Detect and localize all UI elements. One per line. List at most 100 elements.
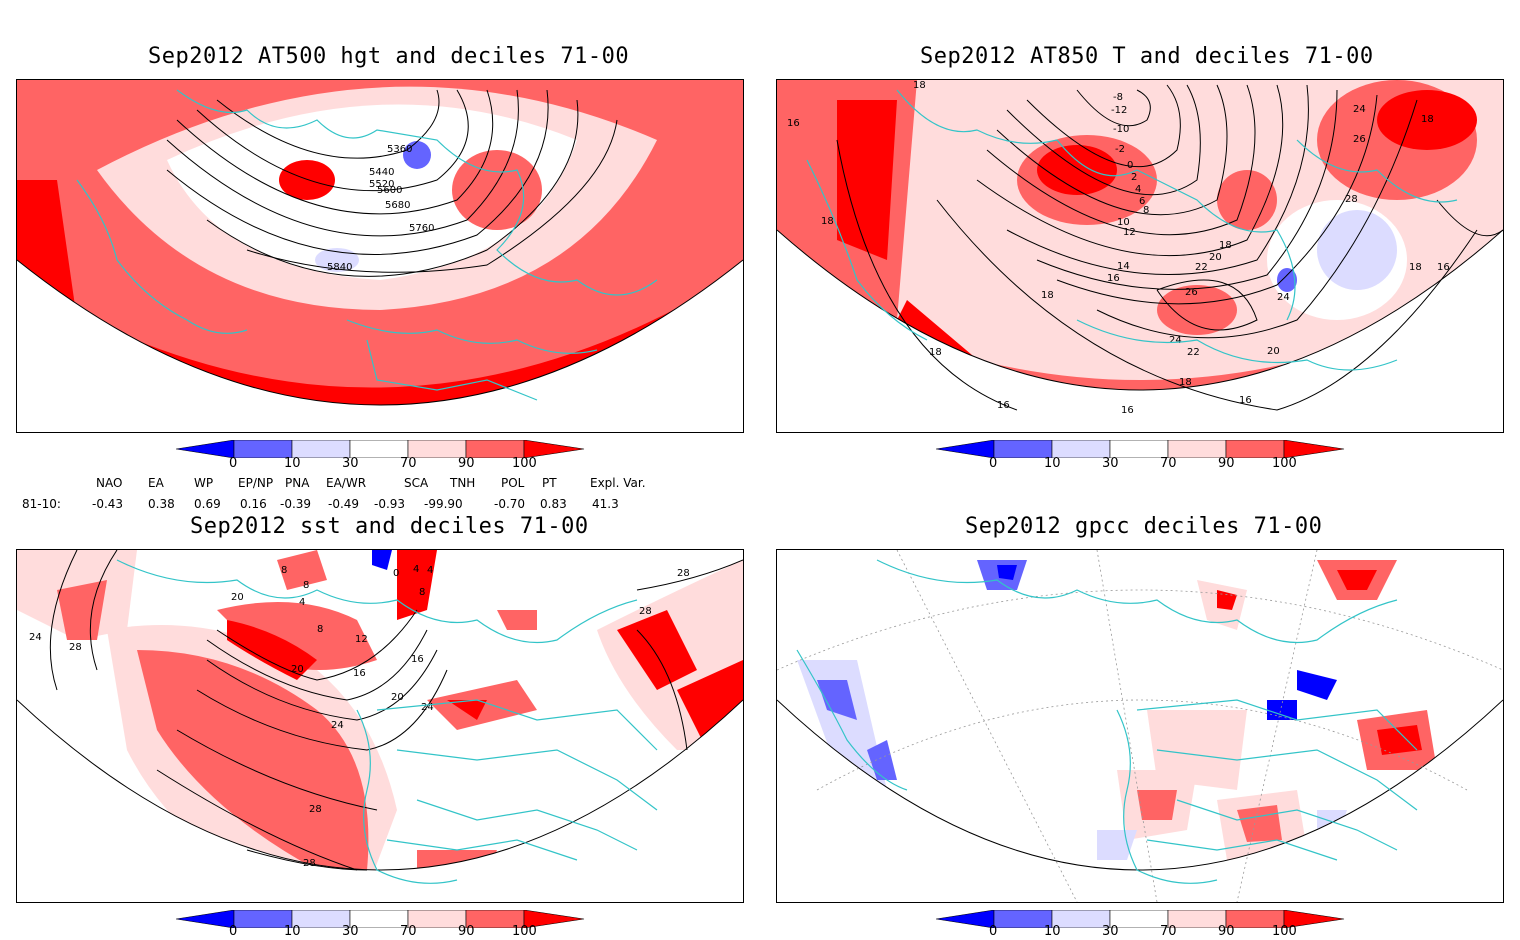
cb1-tick-90: 90	[458, 456, 475, 471]
idx-val-ea: 0.38	[148, 497, 175, 511]
p2-label-24a: 24	[1353, 104, 1366, 115]
idx-val-pna: -0.39	[280, 497, 312, 511]
idx-header-epnp: EP/NP	[238, 476, 274, 490]
cb1-tick-30: 30	[342, 456, 359, 471]
cb4-tick-100: 100	[1272, 924, 1297, 939]
panel1-map: 5360 5440 5520 5600 5680 5760 5840	[16, 79, 744, 433]
p3-label-8c: 8	[317, 624, 323, 635]
p1-label-5840: 5840	[327, 262, 352, 273]
panel2-map: 18 16 -8 -12 -10 -2 0 2 4 6 8 10 12 14 1…	[776, 79, 1504, 433]
p3-label-8d: 8	[303, 580, 309, 591]
p2-label-14: 14	[1117, 261, 1130, 272]
p2-label-20b: 20	[1267, 346, 1280, 357]
colorbar-top-right	[935, 439, 1346, 459]
idx-header-eawr: EA/WR	[326, 476, 367, 490]
p3-label-24c: 24	[421, 702, 434, 713]
p2-label-neg2: -2	[1115, 144, 1125, 155]
panel4-title: Sep2012 gpcc deciles 71-00	[965, 514, 1323, 539]
p3-label-20b: 20	[291, 664, 304, 675]
p2-label-neg8: -8	[1113, 92, 1123, 103]
colorbar-bottom-right	[935, 909, 1346, 929]
cb4-tick-30: 30	[1102, 924, 1119, 939]
idx-header-tnh: TNH	[450, 476, 476, 490]
p3-label-28a: 28	[69, 642, 82, 653]
cb2-tick-70: 70	[1160, 456, 1177, 471]
p2-label-18c: 18	[821, 216, 834, 227]
p1-label-5600: 5600	[377, 185, 402, 196]
idx-val-nao: -0.43	[92, 497, 124, 511]
idx-header-ea: EA	[148, 476, 164, 490]
idx-val-pol: -0.70	[494, 497, 526, 511]
p3-label-4a: 4	[299, 597, 305, 608]
cb2-tick-90: 90	[1218, 456, 1235, 471]
idx-header-explvar: Expl. Var.	[590, 476, 646, 490]
cb1-tick-0: 0	[229, 456, 238, 471]
panel1-svg: 5360 5440 5520 5600 5680 5760 5840	[17, 80, 743, 406]
cb4-tick-90: 90	[1218, 924, 1235, 939]
p2-label-6: 6	[1139, 196, 1145, 207]
panel4-map	[776, 549, 1504, 903]
idx-val-eawr: -0.49	[328, 497, 360, 511]
colorbar-bottom-right-svg	[935, 909, 1345, 929]
idx-header-pt: PT	[542, 476, 557, 490]
idx-val-epnp: 0.16	[240, 497, 267, 511]
cb3-tick-10: 10	[284, 924, 301, 939]
p3-label-24a: 24	[29, 632, 42, 643]
panel3-svg: 24 28 20 4 8 0 4 8 8 12 16 20 16 20 24 2…	[17, 550, 743, 884]
cb4-tick-70: 70	[1160, 924, 1177, 939]
p3-label-24b: 24	[331, 720, 344, 731]
p2-label-2: 2	[1131, 172, 1137, 183]
idx-header-sca: SCA	[404, 476, 429, 490]
p2-label-neg10: -10	[1113, 124, 1129, 135]
p2-label-12: 12	[1123, 227, 1136, 238]
idx-header-nao: NAO	[96, 476, 123, 490]
p2-label-18h: 18	[1409, 262, 1422, 273]
p3-label-0: 0	[393, 568, 399, 579]
p3-label-4b: 4	[413, 564, 419, 575]
cb3-tick-70: 70	[400, 924, 417, 939]
idx-val-wp: 0.69	[194, 497, 221, 511]
p3-label-12: 12	[355, 634, 368, 645]
p2-label-28: 28	[1345, 194, 1358, 205]
panel2-title: Sep2012 AT850 T and deciles 71-00	[920, 44, 1374, 69]
idx-header-wp: WP	[194, 476, 214, 490]
idx-row-label: 81-10:	[22, 497, 61, 511]
p3-label-28e: 28	[677, 568, 690, 579]
p1-label-5760: 5760	[409, 223, 434, 234]
p3-label-16a: 16	[353, 668, 366, 679]
idx-val-pt: 0.83	[540, 497, 567, 511]
cb4-tick-10: 10	[1044, 924, 1061, 939]
cb1-tick-100: 100	[512, 456, 537, 471]
p3-label-4c: 4	[427, 565, 433, 576]
p3-label-16b: 16	[411, 654, 424, 665]
panel4-svg	[777, 550, 1503, 902]
colorbar-top-left	[175, 439, 586, 459]
idx-val-tnh: -99.90	[424, 497, 463, 511]
colorbar-top-right-svg	[935, 439, 1345, 459]
idx-val-explvar: 41.3	[592, 497, 619, 511]
p2-label-neg12: -12	[1111, 105, 1127, 116]
idx-val-sca: -0.93	[374, 497, 406, 511]
p3-label-20c: 20	[391, 692, 404, 703]
p3-label-28c: 28	[303, 858, 316, 869]
p2-label-16c: 16	[1121, 405, 1134, 416]
colorbar-bottom-left-svg	[175, 909, 585, 929]
p2-label-20: 20	[1209, 252, 1222, 263]
p2-label-0: 0	[1127, 160, 1133, 171]
p3-label-8b: 8	[419, 587, 425, 598]
idx-header-pol: POL	[501, 476, 525, 490]
cb3-tick-0: 0	[229, 924, 238, 939]
p1-label-5440: 5440	[369, 167, 394, 178]
p2-label-18e: 18	[929, 347, 942, 358]
p1-label-5360: 5360	[387, 144, 412, 155]
p2-label-18a: 18	[913, 80, 926, 91]
colorbar-top-left-svg	[175, 439, 585, 459]
p2-label-16: 16	[1107, 273, 1120, 284]
p1-label-5680: 5680	[385, 200, 410, 211]
p2-label-16a: 16	[787, 118, 800, 129]
p2-label-18f: 18	[1421, 114, 1434, 125]
cb2-tick-30: 30	[1102, 456, 1119, 471]
p2-label-22: 22	[1195, 262, 1208, 273]
p2-label-8: 8	[1143, 205, 1149, 216]
cb1-tick-10: 10	[284, 456, 301, 471]
